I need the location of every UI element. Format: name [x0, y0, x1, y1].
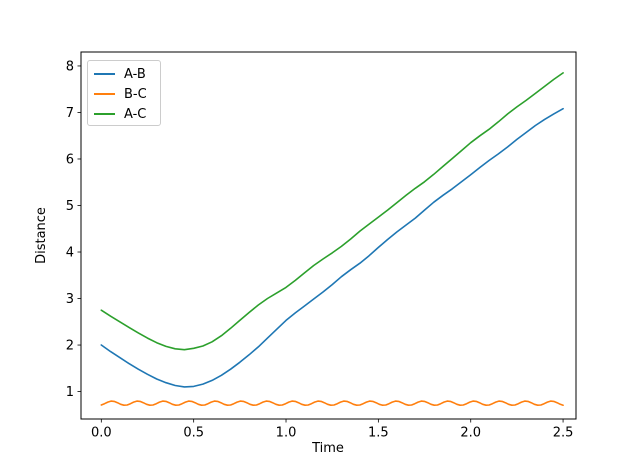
series-line-b-c [100, 400, 564, 407]
y-tick-label: 8 [66, 59, 74, 74]
series-line-a-c [100, 72, 564, 351]
legend-line-sample-ac [94, 113, 115, 115]
legend-entry-ac: A-C [88, 104, 160, 124]
legend-label-ab: A-B [124, 66, 146, 82]
y-tick-label: 2 [66, 339, 74, 354]
x-tick-label: 0.0 [91, 426, 112, 441]
y-tick-label: 6 [66, 152, 74, 167]
y-tick-label: 7 [66, 106, 74, 121]
y-tick-label: 5 [66, 199, 74, 214]
axes-border [80, 51, 577, 420]
legend-label-ac: A-C [124, 106, 147, 122]
y-tick-label: 3 [66, 292, 74, 307]
legend-line-sample-ab [94, 73, 115, 75]
x-tick-label: 1.5 [368, 426, 389, 441]
x-tick-label: 0.5 [183, 426, 204, 441]
x-tick-label: 2.0 [460, 426, 481, 441]
x-tick-label: 2.5 [553, 426, 574, 441]
legend-label-bc: B-C [124, 86, 147, 102]
legend-box: A-B B-C A-C [87, 60, 161, 126]
y-axis-title: Distance [34, 207, 49, 264]
legend-line-sample-bc [94, 93, 115, 95]
x-tick-label: 1.0 [276, 426, 297, 441]
y-tick-label: 1 [66, 385, 74, 400]
y-tick-label: 4 [66, 246, 74, 261]
legend-entry-ab: A-B [88, 64, 160, 84]
series-line-a-b [100, 107, 564, 388]
legend-entry-bc: B-C [88, 84, 160, 104]
x-axis-title: Time [311, 441, 344, 456]
